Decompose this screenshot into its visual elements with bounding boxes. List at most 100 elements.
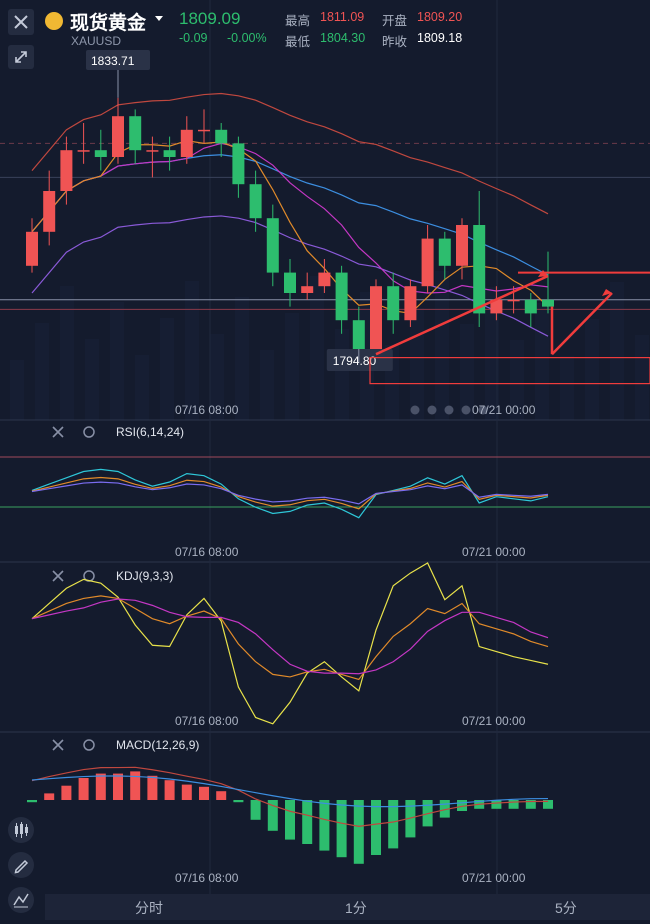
bg-building xyxy=(335,329,349,420)
bg-building xyxy=(585,319,599,420)
macd-histogram-bar xyxy=(371,800,381,855)
time-label: 07/21 00:00 xyxy=(462,871,526,885)
bg-building xyxy=(160,318,174,420)
macd-histogram-bar xyxy=(525,800,536,809)
pager-dot xyxy=(461,405,471,415)
candle-body xyxy=(438,238,451,266)
close-icon[interactable] xyxy=(8,9,34,35)
macd-histogram-bar xyxy=(319,800,330,851)
macd-histogram-bar xyxy=(130,771,141,800)
candle-body xyxy=(473,225,486,314)
macd-histogram-bar xyxy=(302,800,313,844)
candle-body xyxy=(112,116,124,157)
high-callout-box xyxy=(86,50,150,70)
candle-body xyxy=(215,129,228,144)
macd-dea-line xyxy=(31,766,549,828)
fullscreen-icon[interactable] xyxy=(8,45,34,69)
stat-low-value: 1804.30 xyxy=(320,31,366,45)
macd-histogram-bar xyxy=(543,800,553,809)
kdj-d-line xyxy=(31,598,549,675)
candle-body xyxy=(387,286,400,321)
bg-building xyxy=(460,324,474,420)
macd-histogram-bar xyxy=(113,773,123,800)
macd-histogram-bar xyxy=(250,800,261,820)
tab-5min[interactable]: 5分 xyxy=(555,900,577,916)
timeframe-tabbar: 分时 1分 5分 xyxy=(45,894,650,920)
bg-building xyxy=(560,356,574,420)
candle-body xyxy=(198,129,210,132)
gold-coin-icon xyxy=(45,12,63,30)
rsi14-line xyxy=(31,476,549,510)
boll-mid-line xyxy=(31,154,549,276)
pager-dot xyxy=(410,405,420,415)
gear-icon[interactable] xyxy=(83,739,95,751)
stat-low-label: 最低 xyxy=(285,35,311,49)
candle-body xyxy=(180,129,193,157)
time-label: 07/21 00:00 xyxy=(462,714,526,728)
last-price: 1809.09 xyxy=(179,9,241,28)
bg-building xyxy=(260,350,274,420)
bg-building xyxy=(285,313,299,420)
macd-histogram-bar xyxy=(388,800,399,849)
macd-histogram-bar xyxy=(164,780,175,800)
bg-building xyxy=(235,297,249,420)
price-change-percent: -0.00% xyxy=(227,31,267,45)
bg-building xyxy=(110,302,124,420)
close-icon[interactable] xyxy=(52,570,64,582)
annotation-arrowhead xyxy=(538,270,548,277)
macd-histogram-bar xyxy=(147,775,158,800)
instrument-title[interactable]: 现货黄金 xyxy=(70,13,147,34)
candle-body xyxy=(43,191,56,232)
pager-dot xyxy=(427,405,437,415)
macd-histogram-bar xyxy=(336,800,347,858)
stat-prevclose-label: 昨收 xyxy=(382,35,408,49)
macd-histogram-bar xyxy=(491,800,502,809)
candle-body xyxy=(232,143,245,185)
annotation-arrow xyxy=(551,292,613,356)
macd-histogram-bar xyxy=(181,784,192,800)
macd-dif-line xyxy=(31,775,549,808)
candle-body xyxy=(456,225,468,266)
bg-building xyxy=(610,282,624,420)
close-icon[interactable] xyxy=(52,739,64,751)
rsi-label: RSI(6,14,24) xyxy=(116,425,184,439)
draw-pen-icon[interactable] xyxy=(8,852,34,878)
time-label: 07/21 00:00 xyxy=(462,545,526,559)
tab-1min[interactable]: 1分 xyxy=(345,900,367,916)
gear-icon[interactable] xyxy=(83,426,95,438)
bg-building xyxy=(510,340,524,420)
bg-building xyxy=(635,335,649,420)
macd-histogram-bar xyxy=(457,800,467,811)
rsi24-line xyxy=(31,481,549,505)
candle-body xyxy=(284,272,296,293)
low-price-label: 1794.80 xyxy=(333,354,377,368)
macd-histogram-bar xyxy=(285,800,295,840)
time-label: 07/16 08:00 xyxy=(175,714,239,728)
candle-body xyxy=(26,231,38,266)
macd-histogram-bar xyxy=(353,800,364,864)
pager-dot xyxy=(478,405,488,415)
bg-building xyxy=(435,271,449,420)
candle-body xyxy=(129,116,142,151)
macd-histogram-bar xyxy=(95,773,106,800)
boll-lower-line xyxy=(31,215,549,337)
candle-body xyxy=(404,286,417,321)
macd-histogram-bar xyxy=(439,800,450,818)
close-icon[interactable] xyxy=(52,426,64,438)
candle-body xyxy=(318,272,331,287)
high-price-label: 1833.71 xyxy=(91,54,135,68)
bg-building xyxy=(410,308,424,420)
macd-histogram-bar xyxy=(78,778,89,800)
candle-type-icon[interactable] xyxy=(8,817,34,843)
header: 现货黄金 XAUUSD 1809.09 -0.09 -0.00% 最高 1811… xyxy=(0,0,650,50)
bg-building xyxy=(85,339,99,420)
chevron-down-icon[interactable] xyxy=(155,16,163,21)
candle-body xyxy=(352,320,365,355)
indicator-icon[interactable] xyxy=(8,887,34,913)
bg-building xyxy=(210,334,224,420)
macd-histogram-bar xyxy=(44,793,55,800)
tab-intraday[interactable]: 分时 xyxy=(135,900,163,916)
pager-dot xyxy=(444,405,454,415)
macd-histogram-bar xyxy=(27,800,37,803)
